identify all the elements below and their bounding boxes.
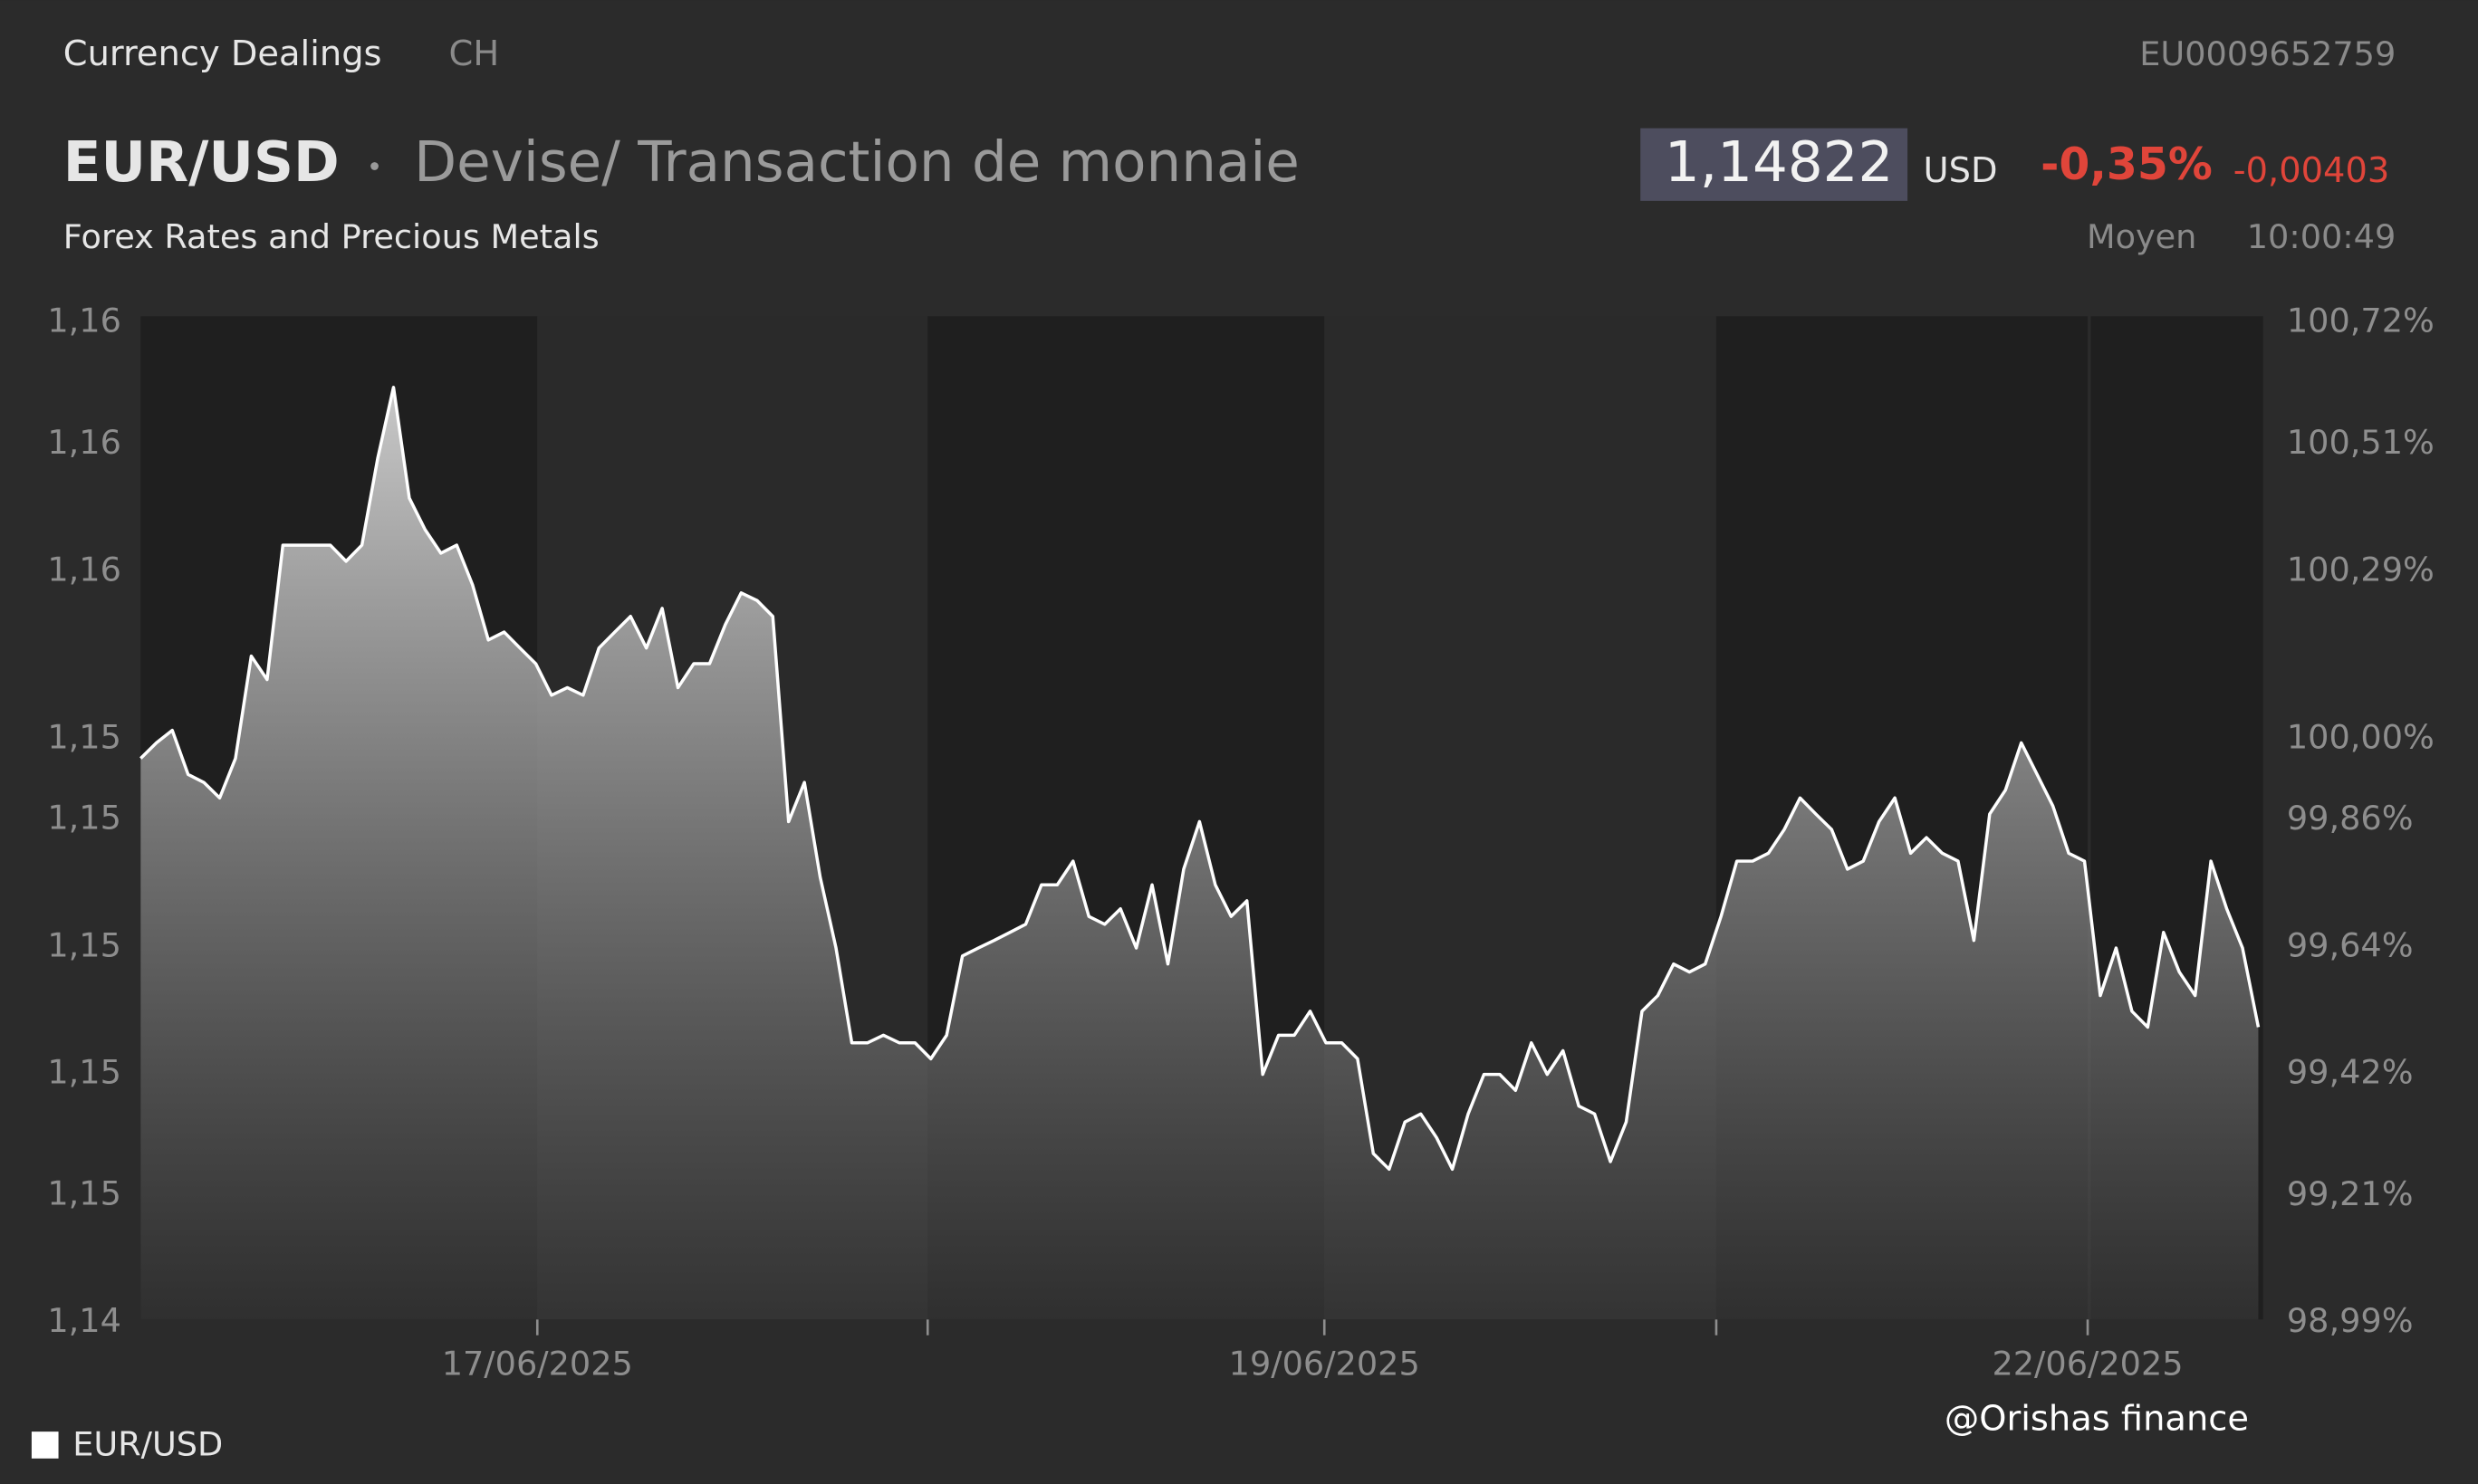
category: Forex Rates and Precious Metals	[63, 217, 600, 256]
x-tick-label: 22/06/2025	[1992, 1344, 2183, 1383]
y-tick-label: 1,16	[47, 550, 121, 589]
symbol: EUR/USD	[63, 130, 340, 195]
price-type: Moyen	[2087, 217, 2196, 256]
y-tick-label: 1,14	[47, 1301, 121, 1340]
y-tick-label: 1,15	[47, 1053, 121, 1092]
watermark: @Orishas finance	[1945, 1398, 2249, 1439]
price-box	[1640, 128, 1908, 201]
y2-tick-label: 100,00%	[2287, 717, 2435, 756]
y-tick-label: 1,16	[47, 423, 121, 462]
y2-tick-label: 100,72%	[2287, 302, 2435, 340]
legend-swatch	[31, 1431, 59, 1459]
currency: USD	[1924, 150, 1998, 191]
change: -0,00403	[2233, 150, 2390, 191]
y2-tick-label: 99,42%	[2287, 1053, 2414, 1092]
source: Currency Dealings	[63, 34, 382, 74]
y2-tick-label: 99,21%	[2287, 1174, 2414, 1213]
line	[139, 386, 2261, 1172]
area	[140, 387, 2259, 1320]
description: Devise/ Transaction de monnaie	[414, 130, 1300, 195]
y2-tick-label: 98,99%	[2287, 1301, 2414, 1340]
change-percent: -0,35%	[2041, 139, 2213, 190]
y-tick-label: 1,15	[47, 717, 121, 756]
y2-tick-label: 99,64%	[2287, 925, 2414, 964]
y2-tick-label: 100,29%	[2287, 550, 2435, 589]
y-tick-label: 1,15	[47, 925, 121, 964]
y-tick-label: 1,16	[47, 302, 121, 340]
country: CH	[449, 34, 500, 74]
isin: EU0009652759	[2139, 34, 2396, 73]
y-tick-label: 1,15	[47, 1174, 121, 1213]
x-tick-label: 17/06/2025	[442, 1344, 633, 1383]
time: 10:00:49	[2247, 217, 2396, 256]
y-tick-label: 1,15	[47, 799, 121, 838]
y2-tick-label: 100,51%	[2287, 423, 2435, 462]
legend-label: EUR/USD	[72, 1424, 223, 1463]
separator	[370, 162, 379, 170]
price: 1,14822	[1665, 130, 1894, 195]
y2-tick-label: 99,86%	[2287, 799, 2414, 838]
x-tick-label: 19/06/2025	[1229, 1344, 1420, 1383]
